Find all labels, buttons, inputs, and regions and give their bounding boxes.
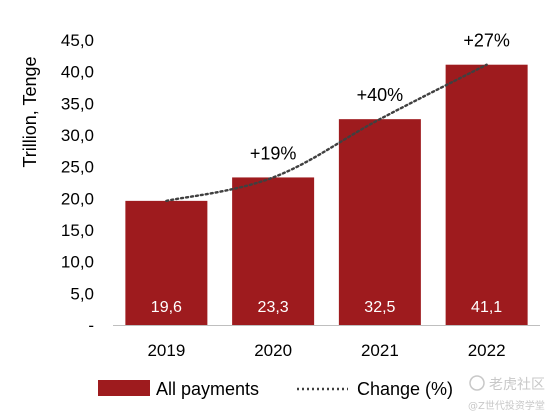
legend-label-all-payments: All payments <box>156 379 259 399</box>
x-tick-label: 2022 <box>468 341 506 360</box>
watermark-text: 老虎社区 <box>489 377 545 393</box>
bar-value-label: 23,3 <box>258 299 289 316</box>
bar <box>125 200 208 325</box>
bar <box>232 177 315 325</box>
y-tick-label: 15,0 <box>61 221 94 240</box>
bar-value-label: 41,1 <box>471 299 502 316</box>
watermark-logo-icon <box>469 375 485 391</box>
y-tick-label: 20,0 <box>61 189 94 208</box>
y-tick-label: 5,0 <box>70 284 94 303</box>
bar-value-label: 32,5 <box>364 299 395 316</box>
y-tick-label: 25,0 <box>61 158 94 177</box>
y-tick-label: 35,0 <box>61 94 94 113</box>
bar <box>445 64 528 325</box>
y-tick-label: 40,0 <box>61 63 94 82</box>
watermark: 老虎社区 @Z世代投资学堂 <box>468 375 545 412</box>
y-axis-label: Trillion, Tenge <box>20 56 40 167</box>
y-axis: - 5,0 10,0 15,0 20,0 25,0 30,0 35,0 40,0 45,0 <box>61 31 94 335</box>
y-tick-label: - <box>88 316 94 335</box>
change-line <box>165 63 488 203</box>
y-tick-label: 45,0 <box>61 31 94 50</box>
x-tick-label: 2019 <box>147 341 185 360</box>
y-tick-label: 10,0 <box>61 253 94 272</box>
watermark-subtext: @Z世代投资学堂 <box>468 399 545 412</box>
bars: 19,6 23,3 32,5 41,1 <box>125 64 528 326</box>
legend: All payments Change (%) <box>98 379 453 399</box>
change-value-label: +19% <box>250 143 297 163</box>
x-tick-label: 2020 <box>254 341 292 360</box>
change-trend-line: +19% +40% +27% <box>165 31 510 203</box>
y-tick-label: 30,0 <box>61 126 94 145</box>
x-tick-label: 2021 <box>361 341 399 360</box>
change-value-label: +40% <box>357 85 404 105</box>
legend-swatch-all-payments <box>98 380 150 396</box>
change-value-label: +27% <box>463 31 510 51</box>
bar <box>338 119 421 326</box>
bar-value-label: 19,6 <box>151 299 182 316</box>
legend-label-change: Change (%) <box>357 379 453 399</box>
x-axis: 2019 2020 2021 2022 <box>113 325 540 360</box>
